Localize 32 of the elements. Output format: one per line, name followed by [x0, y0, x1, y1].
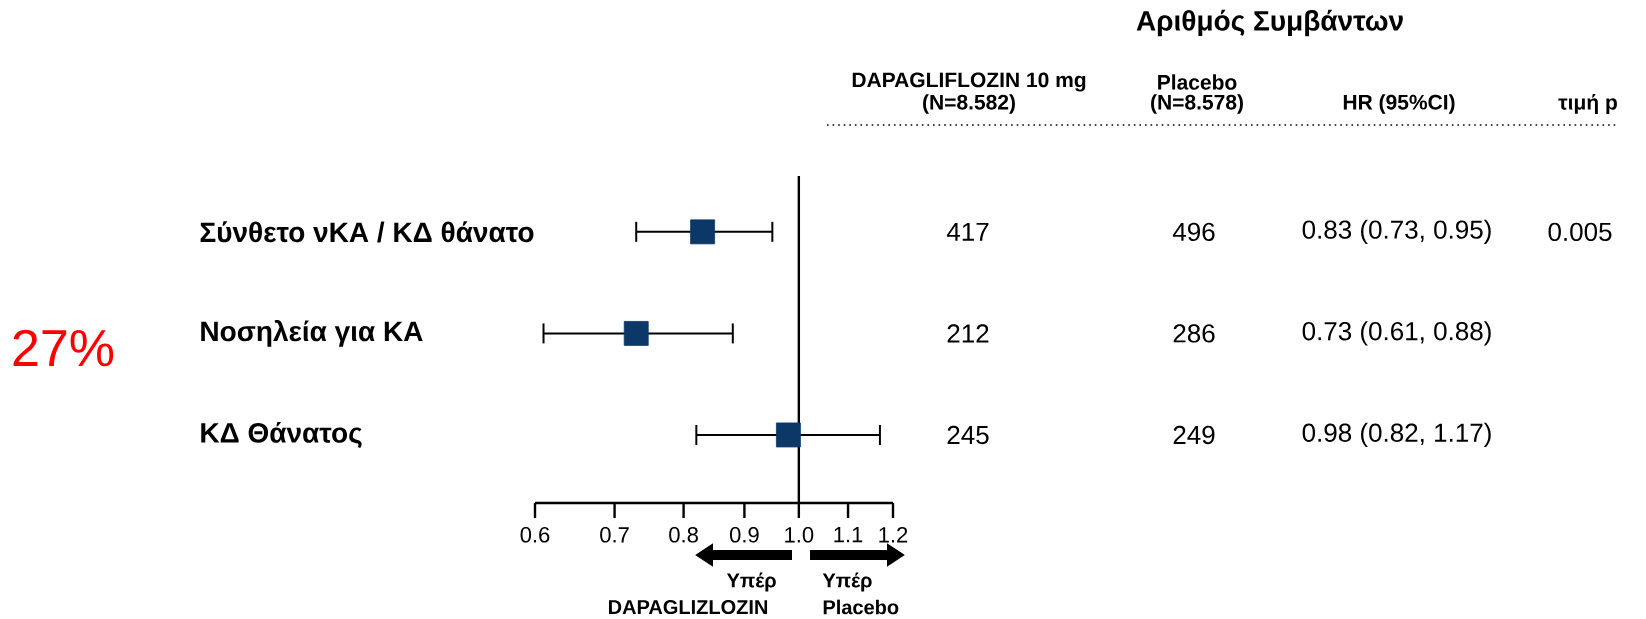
- text: 245: [947, 425, 989, 445]
- text: 496: [1172, 222, 1215, 242]
- text: Αριθμός Συμβάντων: [1136, 9, 1403, 37]
- x-tick-label: 1.0: [785, 527, 814, 543]
- x-tick-label: 1.1: [834, 527, 863, 543]
- text: Υπέρ: [822, 572, 872, 592]
- text: 0.005: [1548, 222, 1612, 242]
- x-tick-label: 0.6: [520, 527, 550, 543]
- text: 27%: [13, 329, 114, 367]
- text: 286: [1173, 324, 1215, 343]
- text: Placebo: [823, 599, 899, 615]
- text: τιμή p: [1558, 94, 1617, 114]
- x-tick-label: 0.9: [730, 527, 759, 543]
- text: (N=8.578): [1151, 94, 1243, 114]
- text: Υπέρ: [726, 572, 776, 592]
- text: DAPAGLIFLOZIN 10 mg: [852, 72, 1086, 92]
- x-tick-label: 1.2: [879, 527, 908, 543]
- text: DAPAGLIZLOZIN: [608, 599, 768, 615]
- text: 249: [1173, 425, 1215, 445]
- x-tick-label: 0.7: [600, 527, 629, 543]
- data-label: 0.83 (0.73, 0.95): [1302, 219, 1491, 244]
- text: 212: [947, 324, 989, 343]
- text: (N=8.582): [923, 94, 1015, 114]
- text: Placebo: [1158, 74, 1237, 90]
- text: HR (95%CI): [1343, 94, 1455, 114]
- data-label: 0.98 (0.82, 1.17): [1302, 422, 1491, 448]
- text: 417: [946, 222, 989, 241]
- y-tick-label: Σύνθετο νΚΑ / ΚΔ θάνατο: [200, 221, 534, 243]
- data-label: 0.73 (0.61, 0.88): [1302, 321, 1491, 346]
- x-tick-label: 0.8: [669, 527, 698, 543]
- y-tick-label: ΚΔ Θάνατος: [201, 421, 362, 448]
- y-tick-label: Νοσηλεία για ΚΑ: [201, 320, 423, 347]
